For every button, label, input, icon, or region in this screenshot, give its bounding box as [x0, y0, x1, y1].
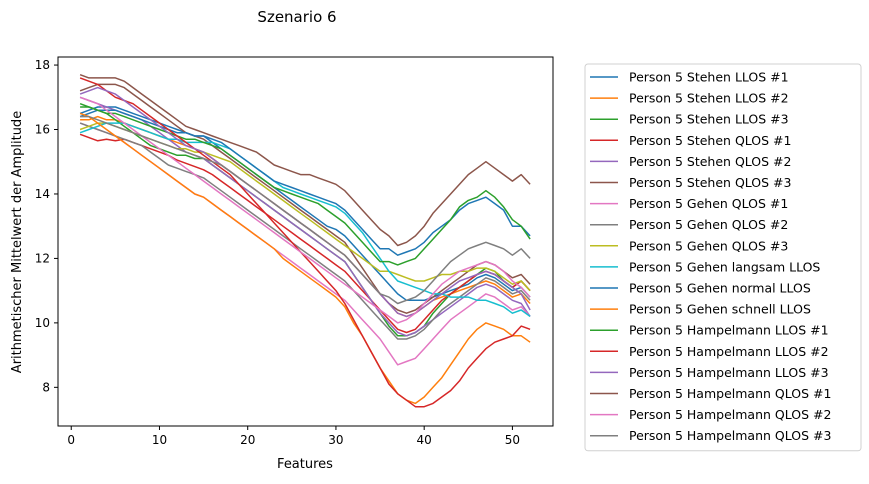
series-line-5	[79, 96, 531, 337]
x-tick-label: 10	[152, 433, 167, 447]
legend-label: Person 5 Hampelmann LLOS #1	[629, 323, 829, 338]
legend-label: Person 5 Stehen QLOS #2	[629, 154, 791, 169]
chart-title: Szenario 6	[257, 8, 336, 26]
series-line-13	[79, 102, 531, 266]
legend-label: Person 5 Gehen QLOS #2	[629, 217, 788, 232]
plot-lines	[79, 73, 531, 408]
series-line-3	[80, 106, 531, 337]
y-tick-label: 8	[42, 380, 50, 394]
legend-label: Person 5 Stehen LLOS #3	[629, 112, 789, 127]
legend-label: Person 5 Hampelmann LLOS #2	[629, 344, 829, 359]
series-line-18	[80, 115, 531, 305]
series-line-10	[79, 122, 531, 318]
legend-label: Person 5 Gehen QLOS #1	[629, 196, 788, 211]
x-axis-label: Features	[277, 457, 333, 472]
x-axis-ticks: 0 10 20 30 40 50	[67, 426, 520, 447]
legend-label: Person 5 Stehen LLOS #2	[629, 91, 789, 106]
series-line-11	[79, 109, 531, 256]
y-tick-label: 12	[35, 251, 50, 265]
legend: Person 5 Stehen LLOS #1 Person 5 Stehen L…	[584, 63, 862, 452]
series-line-4	[79, 133, 531, 334]
y-tick-label: 14	[35, 187, 50, 201]
series-line-17	[79, 96, 531, 324]
legend-label: Person 5 Stehen LLOS #1	[629, 70, 789, 85]
x-tick-label: 0	[67, 433, 75, 447]
legend-label: Person 5 Gehen schnell LLOS	[629, 302, 811, 317]
series-line-8	[79, 122, 531, 340]
plot-frame	[57, 56, 554, 427]
legend-label: Person 5 Hampelmann QLOS #1	[629, 386, 831, 401]
x-tick-label: 30	[328, 433, 343, 447]
y-tick-label: 18	[35, 58, 50, 72]
series-line-6	[79, 83, 531, 314]
legend-label: Person 5 Gehen normal LLOS	[629, 281, 811, 296]
x-tick-label: 40	[417, 433, 432, 447]
y-axis-label: Arithmetischer Mittelwert der Amplitude	[10, 111, 25, 373]
series-line-16	[79, 73, 531, 247]
legend-label: Person 5 Hampelmann QLOS #3	[629, 428, 831, 443]
x-tick-label: 50	[505, 433, 520, 447]
series-line-12	[79, 112, 531, 405]
legend-label: Person 5 Gehen QLOS #3	[629, 238, 788, 253]
series-line-14	[79, 77, 531, 408]
legend-label: Person 5 Hampelmann QLOS #2	[629, 407, 831, 422]
y-axis-ticks: 8 10 12 14 16 18	[35, 58, 58, 394]
y-tick-label: 10	[35, 316, 50, 330]
legend-label: Person 5 Gehen langsam LLOS	[629, 259, 820, 274]
legend-label: Person 5 Stehen QLOS #3	[629, 175, 791, 190]
legend-box	[584, 63, 862, 452]
y-tick-label: 16	[35, 123, 50, 137]
legend-label: Person 5 Hampelmann LLOS #3	[629, 365, 829, 380]
series-line-1	[79, 106, 531, 302]
legend-label: Person 5 Stehen QLOS #1	[629, 133, 791, 148]
x-tick-label: 20	[240, 433, 255, 447]
